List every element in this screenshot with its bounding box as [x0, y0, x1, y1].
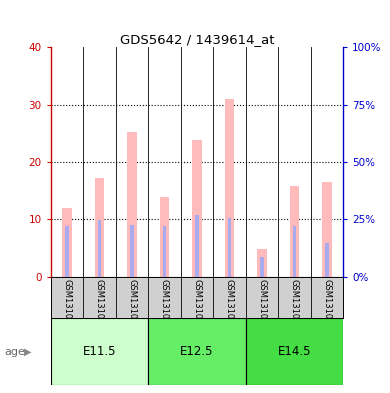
Text: GSM1310178: GSM1310178	[290, 279, 299, 335]
Text: GSM1310175: GSM1310175	[257, 279, 266, 335]
Bar	[98, 220, 101, 277]
Bar	[323, 182, 332, 277]
Bar	[51, 318, 148, 385]
Bar	[192, 140, 202, 277]
Text: ▶: ▶	[23, 347, 31, 357]
Bar	[325, 243, 328, 277]
Text: GSM1310180: GSM1310180	[225, 279, 234, 335]
Text: GSM1310174: GSM1310174	[160, 279, 169, 335]
Text: E11.5: E11.5	[83, 345, 116, 358]
Text: E14.5: E14.5	[278, 345, 311, 358]
Bar	[128, 132, 136, 277]
Bar	[62, 208, 71, 277]
Text: E12.5: E12.5	[180, 345, 214, 358]
Bar	[160, 197, 169, 277]
Bar	[163, 226, 166, 277]
Text: GSM1310177: GSM1310177	[192, 279, 202, 335]
Bar	[290, 186, 299, 277]
Text: GSM1310173: GSM1310173	[62, 279, 71, 335]
Text: GSM1310176: GSM1310176	[95, 279, 104, 335]
Text: GSM1310181: GSM1310181	[323, 279, 332, 335]
Bar	[148, 318, 246, 385]
Bar	[66, 226, 69, 277]
Bar	[228, 218, 231, 277]
Text: age: age	[4, 347, 25, 357]
Bar	[95, 178, 104, 277]
Title: GDS5642 / 1439614_at: GDS5642 / 1439614_at	[120, 33, 274, 46]
Bar	[293, 226, 296, 277]
Text: GSM1310179: GSM1310179	[128, 279, 136, 335]
Bar	[195, 215, 199, 277]
Bar	[257, 249, 266, 277]
Bar	[130, 225, 133, 277]
Bar	[225, 99, 234, 277]
Bar	[246, 318, 343, 385]
Bar	[261, 257, 264, 277]
